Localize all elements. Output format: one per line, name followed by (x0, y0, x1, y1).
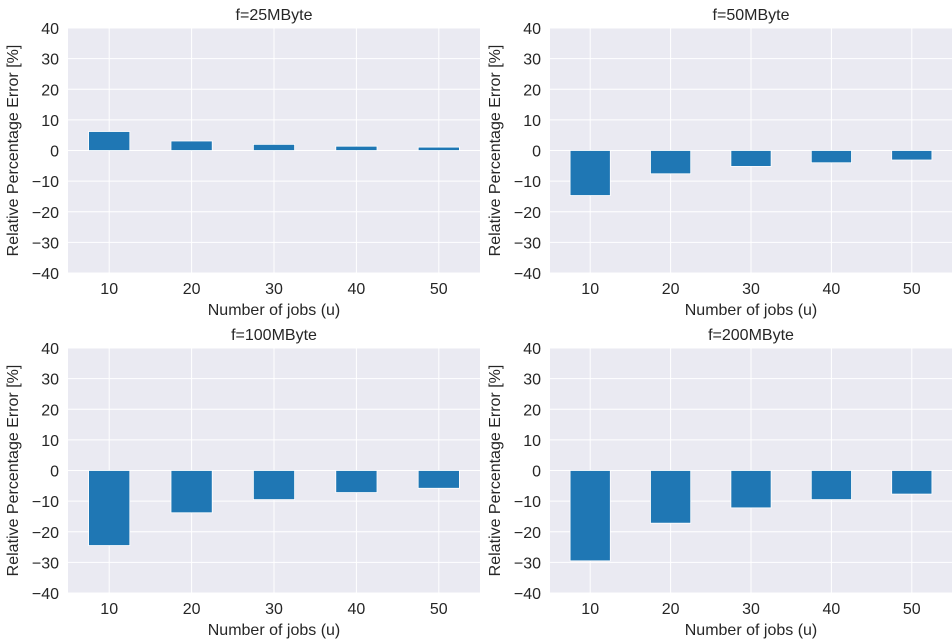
y-tick-label: −10 (514, 174, 541, 191)
bar-40 (810, 150, 852, 164)
y-tick-label: −20 (514, 525, 541, 542)
y-tick-label: 40 (523, 21, 541, 38)
y-tick-label: 10 (523, 433, 541, 450)
y-tick-label: 10 (41, 433, 59, 450)
y-axis-label: Relative Percentage Error [%] (487, 365, 504, 577)
y-tick-label: 20 (523, 402, 541, 419)
bar-20 (650, 150, 692, 175)
bar-50 (417, 470, 460, 489)
x-tick-label: 30 (265, 601, 283, 618)
y-tick-label: −40 (32, 586, 59, 603)
x-tick-label: 10 (581, 601, 599, 618)
y-tick-label: 0 (50, 144, 59, 161)
y-tick-label: −30 (32, 555, 59, 572)
x-tick-label: 40 (348, 601, 366, 618)
x-tick-label: 20 (662, 601, 680, 618)
x-axis-label: Number of jobs (u) (685, 302, 818, 319)
chart-panel-4: −40 −30 −20 −10 0 10 20 30 40 10 20 30 40 50 f=200MByt… (487, 327, 952, 639)
x-tick-label: 30 (265, 281, 283, 298)
y-tick-label: 30 (41, 372, 59, 389)
y-tick-label: 20 (41, 402, 59, 419)
y-axis-label: Relative Percentage Error [%] (5, 45, 22, 257)
y-tick-label: 30 (523, 372, 541, 389)
y-tick-label: 0 (50, 464, 59, 481)
bar-40 (335, 470, 378, 493)
y-tick-label: −30 (32, 235, 59, 252)
y-tick-label: 20 (523, 82, 541, 99)
y-tick-label: −10 (514, 494, 541, 511)
bar-10 (569, 150, 611, 196)
y-tick-label: −20 (514, 205, 541, 222)
bar-10 (88, 470, 131, 546)
x-tick-label: 20 (662, 281, 680, 298)
bar-50 (417, 146, 460, 151)
y-tick-label: −30 (514, 235, 541, 252)
bar-30 (252, 143, 295, 151)
x-tick-label: 50 (903, 281, 921, 298)
y-tick-label: −10 (32, 494, 59, 511)
bar-40 (810, 470, 852, 500)
bar-30 (252, 470, 295, 500)
x-tick-label: 10 (581, 281, 599, 298)
chart-title: f=200MByte (708, 327, 794, 344)
y-tick-label: −10 (32, 174, 59, 191)
chart-panel-3: −40 −30 −20 −10 0 10 20 30 40 10 20 30 40 50 f=100MByt… (5, 327, 480, 639)
y-tick-label: 10 (523, 113, 541, 130)
y-axis-label: Relative Percentage Error [%] (487, 45, 504, 257)
bar-20 (170, 470, 213, 514)
y-tick-label: 10 (41, 113, 59, 130)
y-tick-label: −20 (32, 205, 59, 222)
x-tick-label: 30 (742, 601, 760, 618)
x-tick-label: 50 (430, 601, 448, 618)
bar-10 (88, 131, 131, 151)
bar-20 (650, 470, 692, 524)
x-tick-label: 10 (100, 601, 118, 618)
bar-40 (335, 145, 378, 151)
bar-30 (730, 150, 772, 167)
chart-title: f=25MByte (236, 7, 313, 24)
y-tick-label: 40 (41, 21, 59, 38)
y-tick-label: −20 (32, 525, 59, 542)
x-tick-label: 40 (823, 601, 841, 618)
x-tick-label: 40 (348, 281, 366, 298)
x-tick-label: 10 (100, 281, 118, 298)
y-tick-label: 20 (41, 82, 59, 99)
y-tick-label: −40 (514, 266, 541, 283)
x-tick-label: 50 (430, 281, 448, 298)
y-tick-label: 40 (41, 341, 59, 358)
y-tick-label: 0 (532, 144, 541, 161)
x-tick-label: 20 (183, 601, 201, 618)
x-axis-label: Number of jobs (u) (685, 622, 818, 639)
bar-20 (170, 140, 213, 151)
chart-title: f=50MByte (713, 7, 790, 24)
bar-30 (730, 470, 772, 509)
chart-title: f=100MByte (231, 327, 317, 344)
y-tick-label: −40 (514, 586, 541, 603)
y-tick-label: 30 (41, 52, 59, 69)
x-tick-label: 40 (823, 281, 841, 298)
y-tick-label: 30 (523, 52, 541, 69)
y-tick-label: 40 (523, 341, 541, 358)
chart-panel-2: −40 −30 −20 −10 0 10 20 30 40 10 20 30 40 50 f=50MByte… (487, 7, 952, 319)
y-axis-label: Relative Percentage Error [%] (5, 365, 22, 577)
chart-panel-1: −40 −30 −20 −10 0 10 20 30 40 10 20 30 40 50 f=25MByte… (5, 7, 480, 319)
x-tick-label: 30 (742, 281, 760, 298)
bar-10 (569, 470, 611, 562)
y-tick-label: −40 (32, 266, 59, 283)
bar-50 (891, 470, 933, 495)
y-tick-label: 0 (532, 464, 541, 481)
x-axis-label: Number of jobs (u) (208, 622, 341, 639)
y-tick-label: −30 (514, 555, 541, 572)
x-axis-label: Number of jobs (u) (208, 302, 341, 319)
x-tick-label: 50 (903, 601, 921, 618)
bar-50 (891, 150, 933, 161)
x-tick-label: 20 (183, 281, 201, 298)
